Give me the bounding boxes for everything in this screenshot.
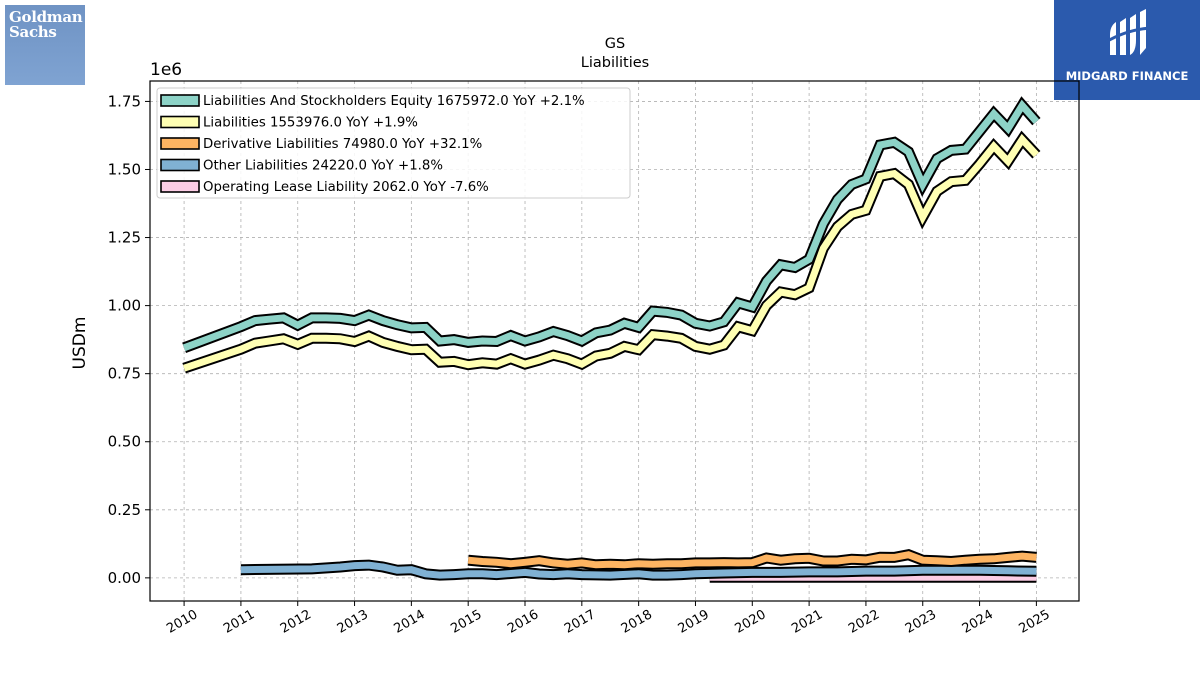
legend-swatch bbox=[160, 137, 200, 150]
series-other-liabilities bbox=[240, 559, 1037, 581]
series-lines bbox=[182, 96, 1041, 583]
y-tick-label: 0.25 bbox=[108, 501, 141, 519]
x-tick-label: 2020 bbox=[732, 607, 768, 637]
legend-swatch bbox=[160, 180, 200, 193]
y-tick-label: 0.00 bbox=[108, 569, 141, 587]
midgard-finance-emblem-icon bbox=[1105, 9, 1151, 55]
legend-label: Operating Lease Liability 2062.0 YoY -7.… bbox=[203, 180, 489, 195]
x-tick-label: 2025 bbox=[1017, 607, 1053, 637]
midgard-finance-logo-text: MIDGARD FINANCE bbox=[1065, 69, 1189, 83]
legend-swatch bbox=[160, 94, 200, 107]
x-tick-label: 2017 bbox=[562, 607, 598, 637]
y-tick-label: 0.50 bbox=[108, 433, 141, 451]
series-line bbox=[182, 133, 1039, 372]
legend: Liabilities And Stockholders Equity 1675… bbox=[156, 87, 631, 199]
x-tick-label: 2023 bbox=[903, 607, 939, 637]
x-tick-label: 2015 bbox=[448, 607, 484, 637]
x-tick-label: 2021 bbox=[789, 607, 825, 637]
x-tick-label: 2024 bbox=[960, 607, 996, 637]
x-tick-label: 2016 bbox=[505, 607, 541, 637]
legend-swatch bbox=[160, 158, 200, 172]
y-tick-label: 1.50 bbox=[108, 160, 141, 178]
chart-subtitle: Liabilities bbox=[581, 55, 649, 71]
y-tick-label: 1.25 bbox=[108, 229, 141, 247]
chart-title: GS bbox=[605, 36, 625, 52]
legend-label: Other Liabilities 24220.0 YoY +1.8% bbox=[203, 159, 443, 174]
series-line bbox=[467, 551, 1037, 569]
x-tick-label: 2010 bbox=[164, 607, 200, 637]
legend-label: Liabilities And Stockholders Equity 1675… bbox=[203, 94, 585, 109]
y-tick-label: 1.00 bbox=[108, 297, 141, 315]
series-derivative-liabilities bbox=[467, 549, 1037, 571]
goldman-sachs-logo: Goldman Sachs bbox=[5, 5, 85, 85]
x-tick-label: 2013 bbox=[335, 607, 371, 637]
x-tick-label: 2011 bbox=[221, 607, 257, 637]
plot-frame bbox=[149, 80, 1080, 602]
y-tick-label: 0.75 bbox=[108, 365, 141, 383]
series-line bbox=[240, 561, 1037, 579]
goldman-sachs-logo-text: Goldman Sachs bbox=[9, 8, 83, 41]
x-tick-label: 2012 bbox=[278, 607, 314, 637]
legend-label: Derivative Liabilities 74980.0 YoY +32.1… bbox=[203, 137, 482, 152]
legend-swatch bbox=[160, 115, 200, 129]
x-tick-label: 2019 bbox=[676, 607, 712, 637]
x-tick-label: 2022 bbox=[846, 607, 882, 637]
x-tick-label: 2018 bbox=[619, 607, 655, 637]
series-liabilities-and-stockholders-equity bbox=[182, 96, 1041, 353]
y-tick-label: 1.75 bbox=[108, 92, 141, 110]
series-liabilities bbox=[182, 130, 1041, 374]
legend-box bbox=[156, 87, 631, 199]
x-tick-label: 2014 bbox=[392, 607, 428, 637]
series-line bbox=[182, 99, 1040, 352]
midgard-finance-logo: MIDGARD FINANCE bbox=[1054, 0, 1200, 100]
y-axis-label: USDm bbox=[70, 317, 90, 370]
y-offset-label: 1e6 bbox=[150, 60, 182, 80]
legend-label: Liabilities 1553976.0 YoY +1.9% bbox=[203, 116, 418, 131]
